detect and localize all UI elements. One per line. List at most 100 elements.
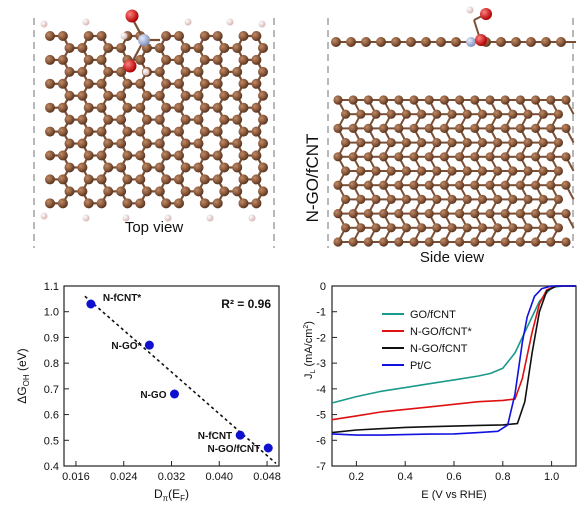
carbon-atom [77,162,88,173]
carbon-atom [508,194,518,204]
carbon-atom [219,114,230,125]
carbon-atom [135,150,146,161]
carbon-atom [424,95,434,105]
carbon-atom [371,194,381,204]
carbon-atom [462,138,472,148]
carbon-atom [386,109,396,119]
carbon-atom [531,152,541,162]
data-point [235,430,245,440]
series-line [331,285,576,421]
carbon-atom [409,152,419,162]
carbon-atom [477,109,487,119]
carbon-atom [348,237,358,247]
y-tick-label: 0.8 [44,358,59,370]
carbon-atom [83,126,94,137]
carbon-atom [363,152,373,162]
carbon-atom [409,209,419,219]
carbon-atom [561,180,571,190]
carbon-atom [212,198,223,209]
carbon-atom [436,37,446,47]
carbon-atom [462,109,472,119]
carbon-atom [57,31,68,41]
carbon-atom [154,114,165,125]
carbon-atom [83,174,94,185]
carbon-atom [348,123,358,133]
data-point-label: N-GO* [111,341,141,352]
carbon-atom [116,162,127,173]
oxygen-atom [480,8,492,20]
carbon-atom [386,166,396,176]
y-axis-label-tail: (mA/cm [303,329,315,370]
carbon-atom [394,95,404,105]
carbon-atom [333,95,343,105]
carbon-atom [531,95,541,105]
carbon-atom [432,109,442,119]
carbon-atom [64,186,75,197]
carbon-atom [57,198,68,209]
carbon-atom [83,102,94,113]
carbon-atom [251,102,262,113]
carbon-atom [232,90,243,101]
oxygen-atom [125,9,139,23]
hydrogen-atom [226,18,234,26]
carbon-atom [333,209,343,219]
carbon-atom [500,237,510,247]
carbon-atom [64,90,75,101]
carbon-atom [341,194,351,204]
y-axis-label-main: J [303,373,315,379]
carbon-atom [341,109,351,119]
hydrogen-atom [258,20,266,28]
series-line [331,285,576,404]
carbon-atom [439,152,449,162]
carbon-atom [96,78,107,89]
structure-label: N-GO/fCNT [303,134,322,223]
x-axis-label: E (V vs RHE) [421,489,486,501]
carbon-atom [386,138,396,148]
carbon-atom [251,31,262,41]
carbon-atom [103,114,114,125]
carbon-atom [508,223,518,233]
carbon-atom [447,109,457,119]
carbon-atom [462,194,472,204]
x-axis-label-tail: (E [168,487,180,501]
carbon-atom [424,180,434,190]
y-tick-label: -7 [316,461,326,473]
carbon-atom [363,180,373,190]
carbon-atom [333,152,343,162]
carbon-atom [174,150,184,161]
carbon-atom [363,209,373,219]
carbon-atom [523,109,533,119]
carbon-atom [333,180,343,190]
carbon-atom [64,114,75,125]
carbon-atom [356,194,366,204]
carbon-atom [103,162,114,173]
carbon-atom [371,223,381,233]
carbon-atom [57,102,68,113]
x-tick-label: 0.024 [110,471,138,483]
carbon-atom [77,90,88,101]
carbon-atom [500,152,510,162]
carbon-atom [515,95,526,105]
carbon-atom [348,209,358,219]
carbon-atom [356,109,366,119]
carbon-atom [251,126,262,137]
y-axis-label: JL (mA/cm2) [303,321,317,379]
carbon-atom [135,126,146,137]
carbon-atom [485,123,495,133]
carbon-atom [523,166,533,176]
carbon-atom [219,186,230,197]
carbon-atom [122,102,133,113]
carbon-atom [331,37,341,47]
carbon-atom [96,54,107,65]
y-tick-label: -2 [316,332,326,344]
y-axis-label-sub: L [310,369,317,373]
carbon-atom [379,123,389,133]
y-tick-label: 0.6 [44,410,59,422]
x-tick-label: 1.0 [544,471,559,483]
carbon-atom [508,166,518,176]
carbon-atom [141,138,152,149]
carbon-atom [508,138,518,148]
carbon-atom [379,237,389,247]
carbon-atom [212,102,223,113]
carbon-atom [116,90,127,101]
